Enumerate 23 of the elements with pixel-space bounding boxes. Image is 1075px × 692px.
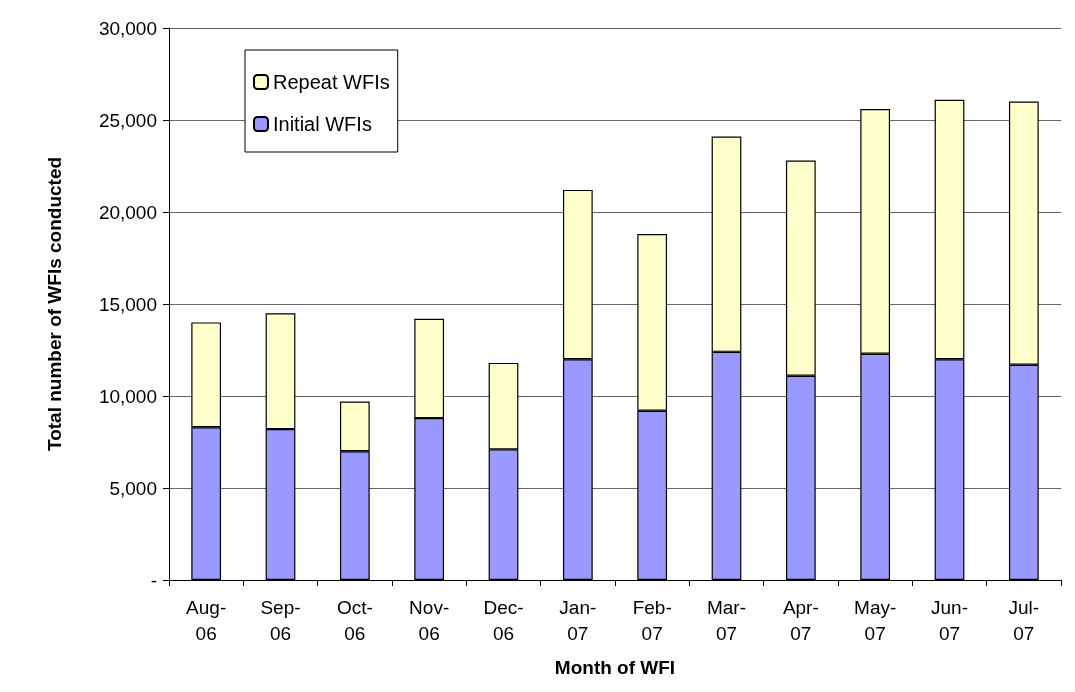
x-tick-label: Dec-06	[483, 596, 524, 644]
x-tick-label: Nov-06	[409, 596, 450, 644]
y-tick-label: 5,000	[109, 477, 157, 499]
y-tick-label: 15,000	[98, 293, 157, 315]
x-tick-label: Apr-07	[782, 596, 819, 644]
x-tick-label: Mar-07	[706, 596, 747, 644]
legend-label: Initial WFIs	[273, 113, 372, 135]
y-tick-label: 10,000	[98, 385, 157, 407]
x-axis-title: Month of WFI	[554, 657, 676, 678]
y-tick-label: 20,000	[98, 201, 157, 223]
x-tick-label: Aug-06	[186, 596, 227, 644]
x-tick-label: Jul-07	[1008, 596, 1040, 644]
x-tick-label: Oct-06	[336, 596, 373, 644]
x-tick-label: Jun-07	[931, 596, 968, 644]
y-tick-label: 30,000	[98, 17, 157, 39]
y-tick-label: 25,000	[98, 109, 157, 131]
x-tick-label: May-07	[854, 596, 897, 644]
y-axis-title: Total number of WFIs conducted	[44, 156, 65, 452]
legend-label: Repeat WFIs	[273, 71, 390, 93]
y-tick-label: -	[150, 569, 157, 591]
x-tick-label: Feb-07	[632, 596, 672, 644]
x-tick-label: Sep-06	[260, 596, 301, 644]
x-tick-label: Jan-07	[559, 596, 597, 644]
